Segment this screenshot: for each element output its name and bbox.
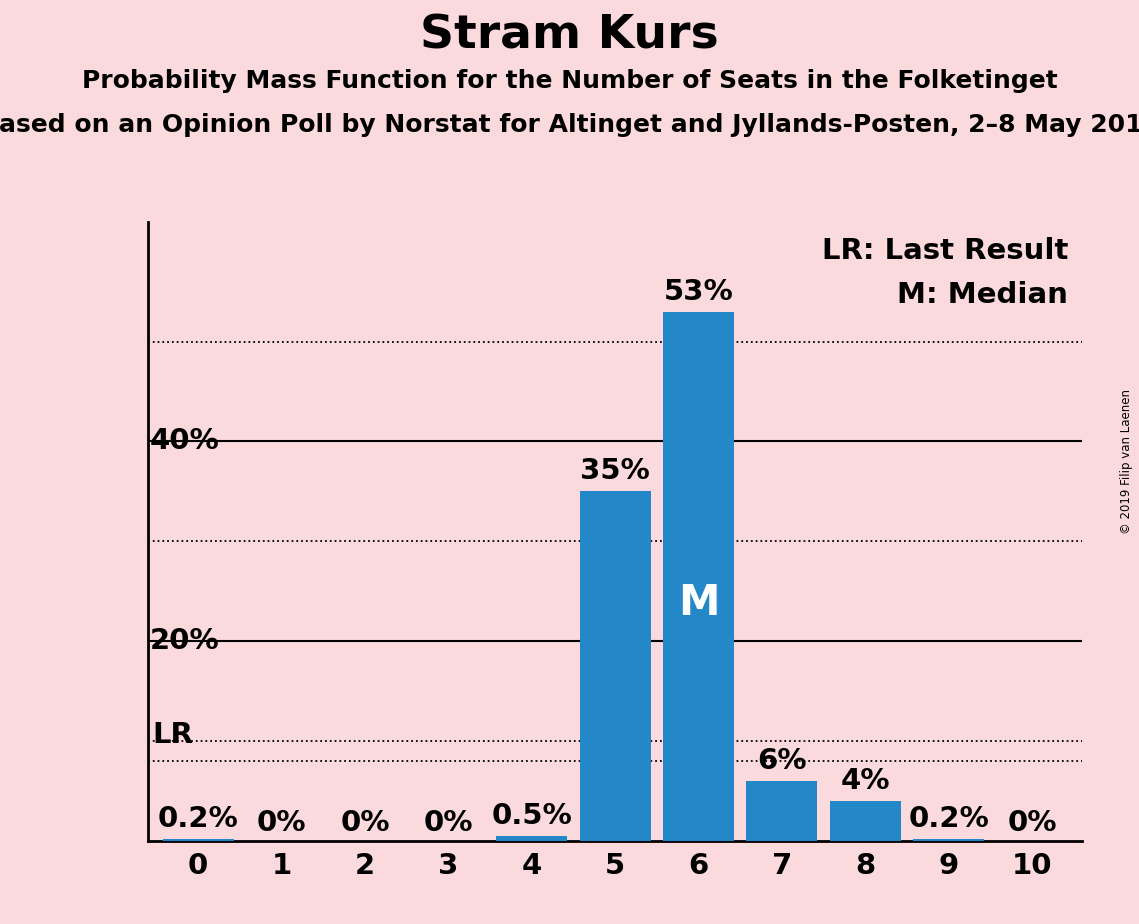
- Bar: [497, 836, 567, 841]
- Text: M: Median: M: Median: [898, 281, 1068, 309]
- Text: LR: LR: [153, 721, 194, 749]
- Text: © 2019 Filip van Laenen: © 2019 Filip van Laenen: [1121, 390, 1133, 534]
- Text: 53%: 53%: [664, 277, 734, 306]
- Bar: [663, 311, 734, 841]
- Bar: [830, 801, 901, 841]
- Text: 4%: 4%: [841, 767, 890, 795]
- Bar: [913, 839, 984, 841]
- Text: Stram Kurs: Stram Kurs: [420, 14, 719, 59]
- Bar: [580, 492, 650, 841]
- Text: 6%: 6%: [757, 747, 806, 775]
- Text: M: M: [678, 582, 719, 624]
- Text: 0%: 0%: [1007, 808, 1057, 837]
- Text: 0%: 0%: [256, 808, 306, 837]
- Text: 40%: 40%: [149, 428, 220, 456]
- Text: 0%: 0%: [424, 808, 473, 837]
- Bar: [163, 839, 233, 841]
- Bar: [746, 781, 818, 841]
- Text: Based on an Opinion Poll by Norstat for Altinget and Jyllands-Posten, 2–8 May 20: Based on an Opinion Poll by Norstat for …: [0, 113, 1139, 137]
- Text: Probability Mass Function for the Number of Seats in the Folketinget: Probability Mass Function for the Number…: [82, 69, 1057, 93]
- Text: 0.2%: 0.2%: [908, 805, 989, 833]
- Text: 20%: 20%: [149, 627, 220, 655]
- Text: 0%: 0%: [341, 808, 390, 837]
- Text: 0.2%: 0.2%: [157, 805, 238, 833]
- Text: 35%: 35%: [580, 457, 650, 485]
- Text: 0.5%: 0.5%: [491, 802, 572, 830]
- Text: LR: Last Result: LR: Last Result: [821, 237, 1068, 265]
